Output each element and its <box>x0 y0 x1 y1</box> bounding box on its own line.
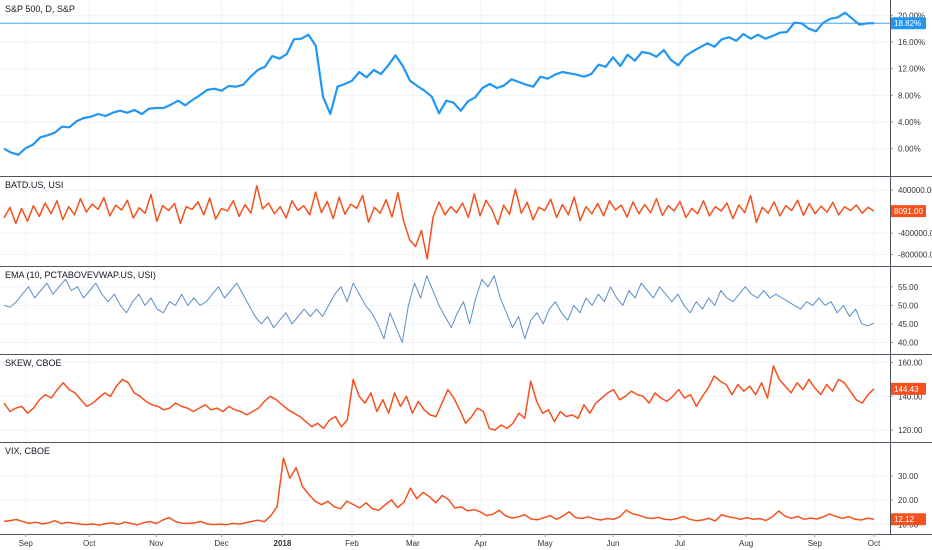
y-tick-label: 55.00 <box>898 283 919 292</box>
x-tick-label: Jul <box>675 539 685 548</box>
y-tick-label: 45.00 <box>898 320 919 329</box>
y-tick-label: 0.00% <box>898 145 921 154</box>
y-tick-label: 160.00 <box>898 359 923 368</box>
series-line <box>3 365 875 431</box>
y-tick-label: 140.00 <box>898 392 923 401</box>
y-tick-label: 400000.00 <box>898 186 932 195</box>
pane-title: S&P 500, D, S&P <box>5 4 75 14</box>
x-tick-label: Jun <box>607 539 620 548</box>
y-tick-label: 50.00 <box>898 301 919 310</box>
y-tick-label: -800000.00 <box>898 251 932 260</box>
last-value-label: 18.82% <box>894 19 921 28</box>
x-tick-label: Oct <box>868 539 881 548</box>
last-value-badge <box>890 205 926 218</box>
last-value-badge <box>890 17 926 30</box>
x-tick-label: 2018 <box>274 539 292 548</box>
pane-title: VIX, CBOE <box>5 446 50 456</box>
y-tick-label: 20.00% <box>898 11 925 20</box>
series-line <box>3 457 875 526</box>
x-tick-label: Oct <box>83 539 96 548</box>
y-tick-label: 30.00 <box>898 472 919 481</box>
last-value-badge <box>890 382 926 395</box>
series-line <box>3 11 875 156</box>
y-tick-label: 120.00 <box>898 426 923 435</box>
x-tick-label: Nov <box>149 539 163 548</box>
last-value-label: 144.43 <box>894 385 919 394</box>
x-tick-label: May <box>538 539 553 548</box>
x-tick-label: Mar <box>406 539 420 548</box>
x-tick-label: Dec <box>214 539 228 548</box>
y-tick-label: 40.00 <box>898 338 919 347</box>
x-tick-label: Aug <box>739 539 753 548</box>
x-tick-label: Sep <box>19 539 34 548</box>
y-tick-label: 20.00 <box>898 496 919 505</box>
y-tick-label: 4.00% <box>898 118 921 127</box>
pane-title: BATD.US, USI <box>5 180 63 190</box>
x-tick-label: Sep <box>808 539 823 548</box>
last-value-label: 12.12 <box>894 515 915 524</box>
y-tick-label: -400000.00 <box>898 229 932 238</box>
y-tick-label: 16.00% <box>898 38 925 47</box>
x-tick-label: Feb <box>345 539 359 548</box>
y-tick-label: 8.00% <box>898 91 921 100</box>
series-line <box>3 275 875 343</box>
pane-title: SKEW, CBOE <box>5 358 62 368</box>
x-tick-label: Apr <box>475 539 488 548</box>
series-line <box>3 185 875 260</box>
y-tick-label: 12.00% <box>898 65 925 74</box>
last-value-label: 8091.00 <box>894 207 923 216</box>
last-value-badge <box>890 513 926 526</box>
pane-title: EMA (10, PCTABOVEVWAP.US, USI) <box>5 270 156 280</box>
